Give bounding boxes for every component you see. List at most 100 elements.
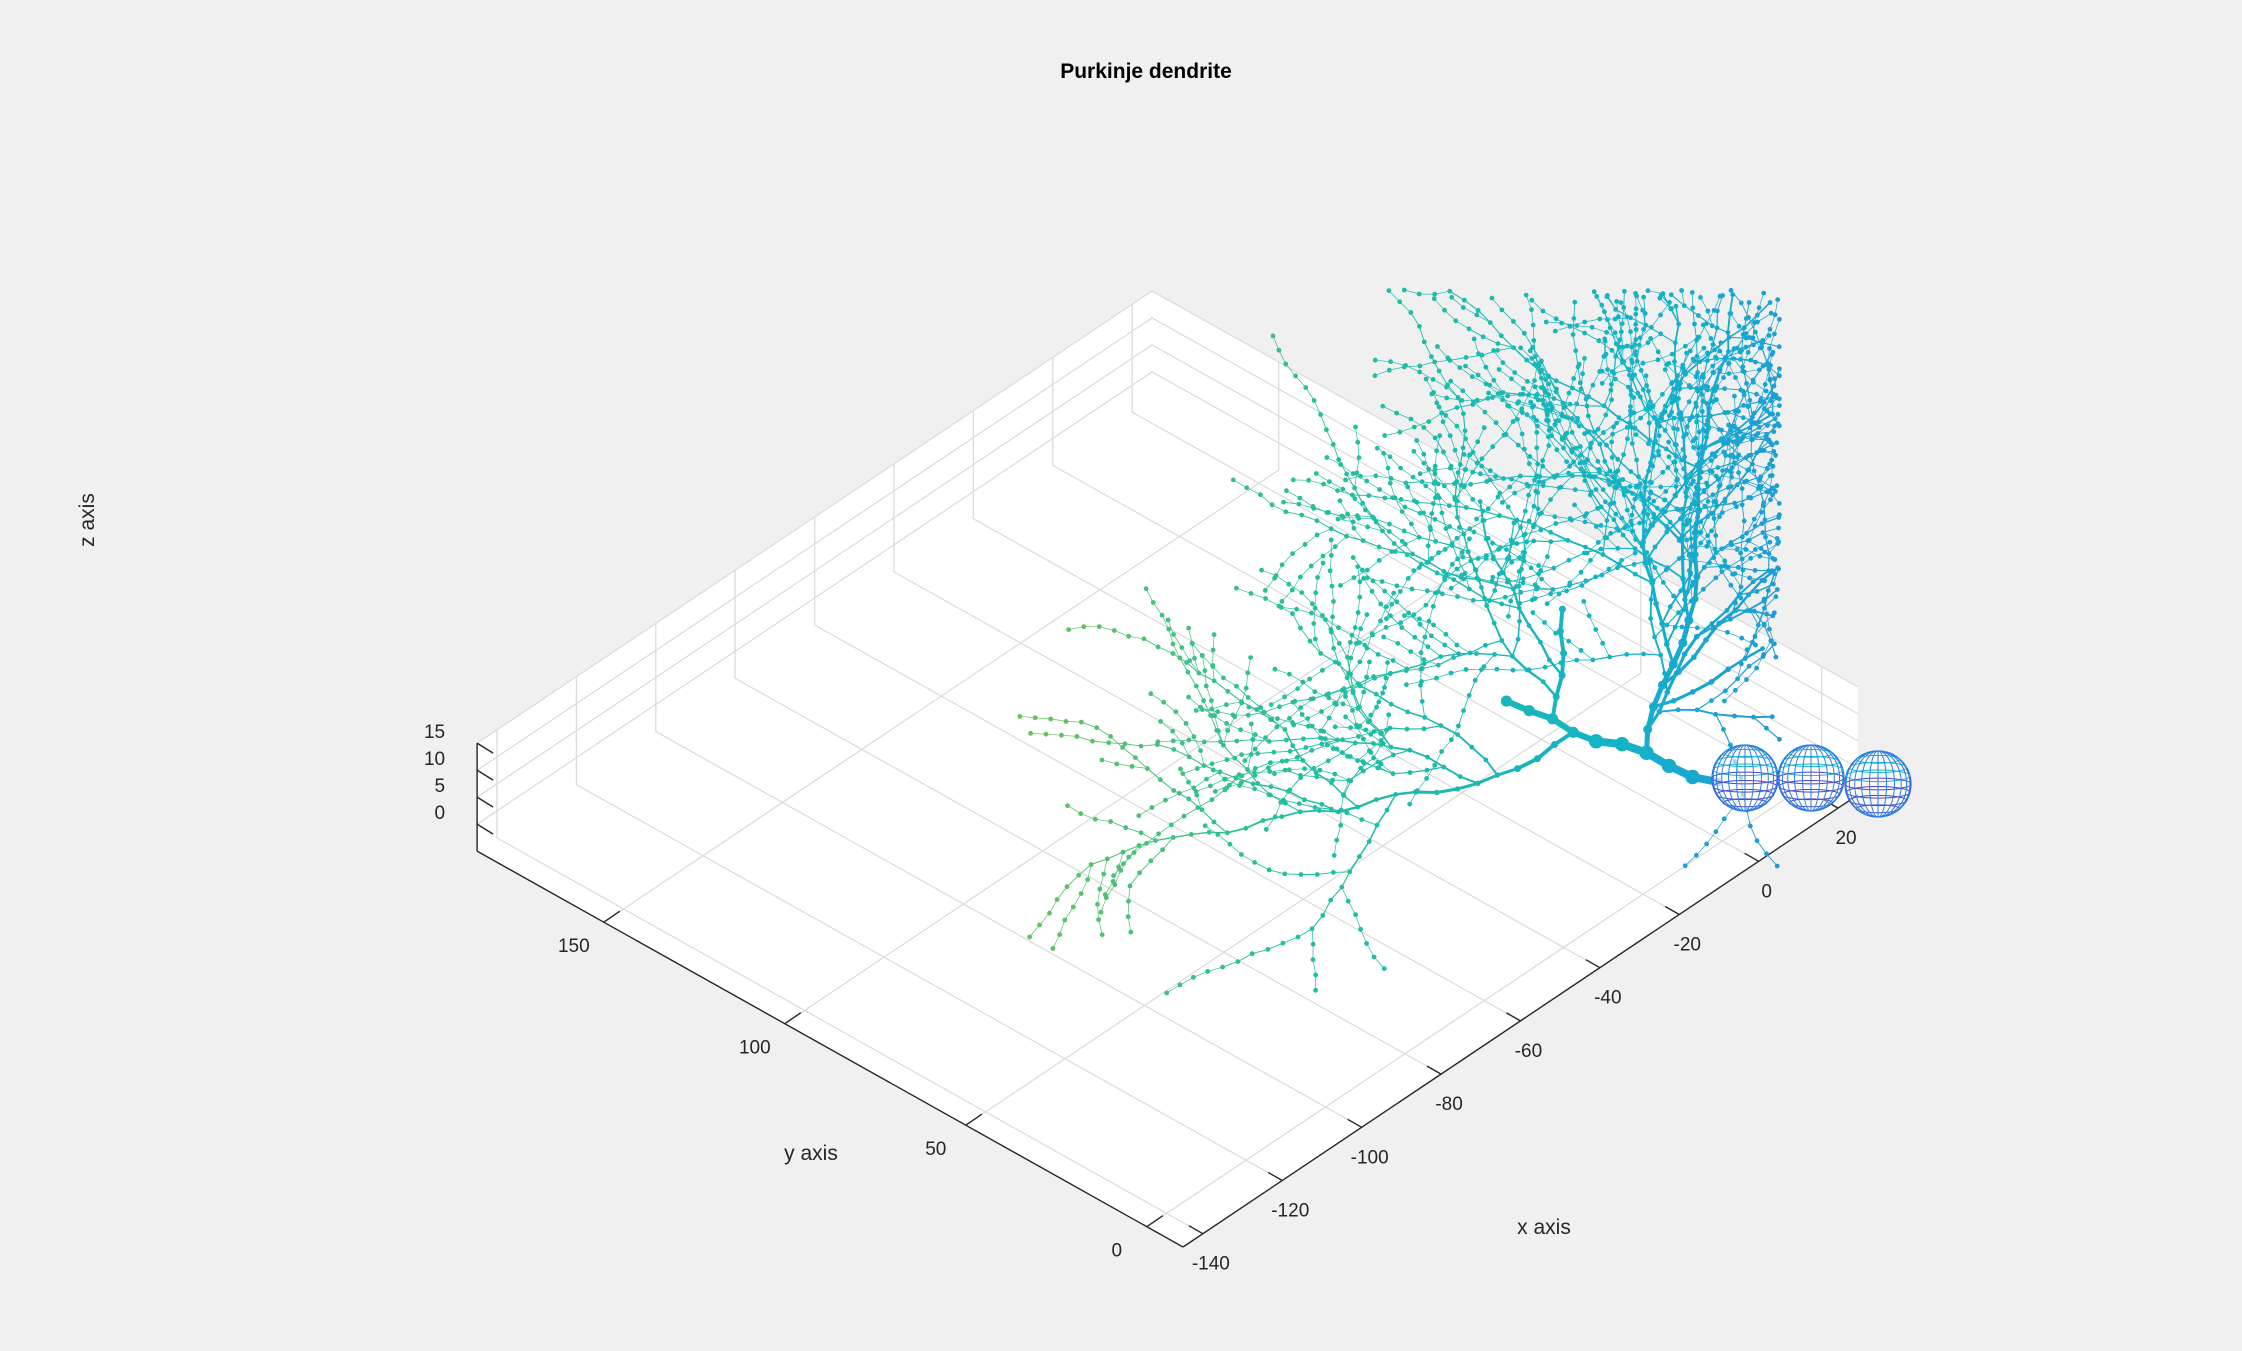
dendrite-segment [1292, 701, 1303, 715]
dendrite-segment [1483, 653, 1495, 668]
dendrite-segment [1693, 574, 1699, 601]
dendrite-segment [1613, 487, 1617, 504]
dendrite-node [1338, 583, 1343, 588]
dendrite-node [1382, 433, 1388, 438]
dendrite-segment [1264, 577, 1275, 591]
dendrite-segment [1751, 463, 1768, 469]
dendrite-segment [1445, 528, 1453, 545]
dendrite-segment [1431, 497, 1436, 515]
dendrite-segment [1691, 416, 1707, 426]
dendrite-node [1281, 499, 1286, 505]
dendrite-segment [1683, 305, 1699, 317]
dendrite-segment [1523, 560, 1539, 566]
dendrite-segment [1346, 812, 1363, 821]
dendrite-segment [1346, 677, 1354, 694]
dendrite-node [1411, 568, 1417, 573]
dendrite-node [1291, 722, 1297, 728]
dendrite-segment [1474, 666, 1485, 681]
dendrite-segment [1534, 365, 1538, 381]
dendrite-segment [1316, 528, 1332, 536]
dendrite-segment [1703, 551, 1718, 569]
dendrite-node [1460, 554, 1466, 560]
dendrite-segment [1459, 447, 1464, 466]
dendrite-segment [1211, 704, 1227, 710]
dendrite-segment [1185, 723, 1195, 737]
dendrite-segment [1373, 672, 1391, 678]
dendrite-segment [1338, 459, 1348, 475]
dendrite-segment [1517, 607, 1531, 627]
dendrite-node [1186, 625, 1191, 631]
dendrite-segment [1604, 501, 1617, 515]
dendrite-segment [1108, 742, 1126, 745]
dendrite-segment [1383, 636, 1399, 644]
dendrite-segment [1548, 375, 1557, 393]
dendrite-segment [1347, 641, 1351, 658]
dendrite-segment [1748, 655, 1764, 667]
dendrite-segment [1336, 689, 1343, 705]
dendrite-segment [1761, 499, 1771, 513]
dendrite-segment [1710, 690, 1727, 702]
dendrite-segment [1560, 475, 1573, 488]
dendrite-segment [1756, 301, 1771, 316]
dendrite-segment [1449, 435, 1456, 451]
dendrite-segment [1493, 379, 1504, 393]
dendrite-segment [1410, 418, 1425, 428]
dendrite-segment [1576, 388, 1582, 405]
dendrite-node [1527, 348, 1533, 354]
dendrite-segment [1316, 520, 1332, 530]
dendrite-segment [1364, 509, 1377, 523]
dendrite-segment [1050, 718, 1067, 722]
dendrite-segment [1506, 549, 1520, 559]
dendrite-segment [1357, 596, 1361, 613]
dendrite-segment [1341, 742, 1356, 754]
dendrite-segment [1642, 524, 1654, 543]
dendrite-segment [1359, 677, 1376, 687]
dendrite-segment [1366, 661, 1370, 678]
dendrite-segment [1613, 502, 1623, 519]
dendrite-node [1098, 909, 1104, 915]
dendrite-segment [1717, 462, 1735, 469]
dendrite-segment [1334, 773, 1350, 781]
dendrite-segment [1621, 552, 1636, 561]
dendrite-segment [1213, 680, 1229, 692]
dendrite-segment [1226, 701, 1242, 706]
dendrite-segment [1394, 550, 1414, 555]
dendrite-node [1528, 399, 1534, 405]
dendrite-segment [1191, 643, 1203, 656]
dendrite-segment [1357, 441, 1360, 458]
dendrite-segment [1526, 414, 1538, 427]
dendrite-segment [1289, 673, 1304, 683]
dendrite-segment [1670, 308, 1680, 325]
dendrite-node [1431, 296, 1437, 302]
dendrite-segment [1713, 557, 1723, 573]
dendrite-segment [1707, 310, 1713, 327]
dendrite-segment [1555, 407, 1565, 422]
dendrite-segment [1455, 320, 1470, 330]
dendrite-segment [1630, 378, 1633, 396]
dendrite-segment [1726, 657, 1747, 671]
dendrite-segment [1211, 700, 1216, 717]
dendrite-segment [1427, 561, 1445, 573]
dendrite-segment [1757, 607, 1766, 626]
dendrite-segment [1362, 738, 1372, 753]
dendrite-segment [1342, 516, 1360, 519]
dendrite-segment [1685, 336, 1699, 347]
dendrite-segment [1758, 292, 1765, 309]
dendrite-segment [1537, 587, 1554, 590]
dendrite-segment [1700, 467, 1719, 473]
dendrite-segment [1576, 325, 1593, 328]
dendrite-node [1768, 363, 1773, 368]
dendrite-segment [1677, 375, 1690, 386]
dendrite-segment [1572, 317, 1575, 336]
dendrite-segment [1456, 516, 1465, 535]
dendrite-segment [1664, 508, 1683, 513]
dendrite-segment [1652, 422, 1659, 445]
dendrite-segment [1151, 799, 1166, 808]
dendrite-segment [1756, 840, 1767, 855]
dendrite-node [1028, 730, 1033, 736]
dendrite-segment [1380, 606, 1387, 622]
dendrite-node [1165, 617, 1171, 623]
dendrite-segment [1330, 781, 1345, 797]
dendrite-segment [1709, 415, 1720, 430]
dendrite-segment [1441, 407, 1458, 414]
